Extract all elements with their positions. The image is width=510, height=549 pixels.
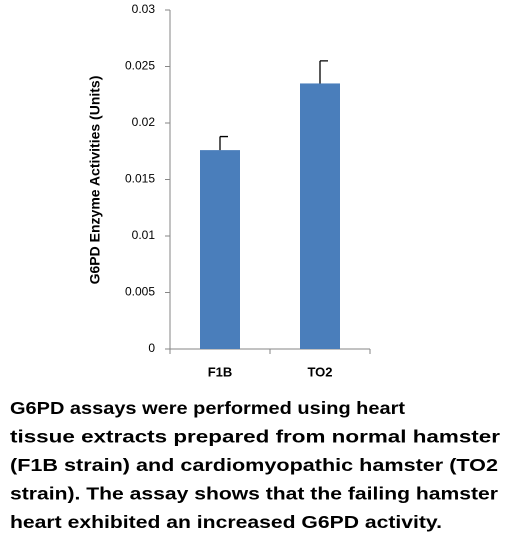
y-tick-label: 0.025 <box>125 59 155 73</box>
y-tick-label: 0.01 <box>132 228 156 242</box>
error-bar <box>219 135 228 151</box>
bar <box>200 150 240 349</box>
y-tick-label: 0.005 <box>125 285 155 299</box>
caption-line: heart exhibited an increased G6PD activi… <box>10 512 442 532</box>
y-tick-label: 0 <box>148 341 155 355</box>
caption-line: (F1B strain) and cardiomyopathic hamster… <box>10 455 498 475</box>
x-tick-label: F1B <box>208 364 233 379</box>
caption-line: G6PD assays were performed using heart <box>10 398 405 418</box>
y-axis-label: G6PD Enzyme Activities (Units) <box>87 76 103 285</box>
x-tick-label: TO2 <box>307 364 332 379</box>
error-bar <box>319 60 328 84</box>
bar <box>300 83 340 349</box>
y-tick-label: 0.02 <box>132 115 156 129</box>
caption-line: strain). The assay shows that the failin… <box>10 484 498 504</box>
caption-line: tissue extracts prepared from normal ham… <box>10 427 500 447</box>
y-tick-label: 0.015 <box>125 172 155 186</box>
y-tick-label: 0.03 <box>132 2 156 16</box>
